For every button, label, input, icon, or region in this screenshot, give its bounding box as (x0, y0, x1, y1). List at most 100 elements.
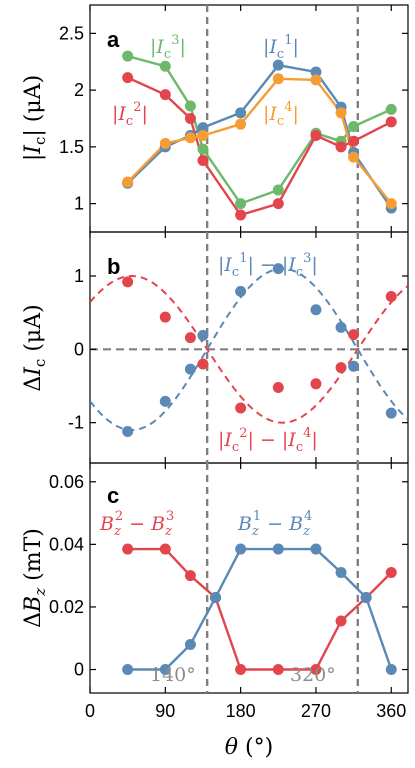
point-green-panel-a-5 (272, 184, 284, 196)
label-c-red: Bz2 − Bz3 (99, 509, 174, 539)
ylabel-a: |Ic| (μA) (21, 75, 49, 161)
label-a-red-text: |Ic2| (112, 100, 148, 129)
panel-b-plot (90, 232, 408, 463)
point-red-panel-c-9 (385, 567, 397, 579)
point-red-panel-c-4 (235, 664, 247, 676)
point-blue-panel-b-5 (272, 263, 284, 275)
point-red-panel-b-0 (122, 276, 134, 288)
point-green-panel-a-9 (385, 103, 397, 115)
point-orange-panel-a-7 (335, 107, 347, 119)
label-a-green-text: |Ic3| (150, 33, 186, 62)
point-red-panel-b-6 (310, 378, 322, 390)
ytick-label-panel-a-3: 2.5 (59, 23, 84, 43)
point-blue-panel-c-4 (235, 543, 247, 555)
ytick-label-panel-b-0: -1 (68, 413, 84, 433)
panel-b-letter: b (107, 254, 120, 279)
point-red-panel-a-9 (385, 116, 397, 128)
ytick-label-panel-c-2: 0.04 (49, 534, 84, 554)
ytick-label-panel-b-2: 1 (74, 266, 84, 286)
ytick-label-panel-c-0: 0 (74, 660, 84, 680)
label-b-red: |Ic2| − |Ic4| (218, 426, 318, 455)
point-green-panel-a-3 (197, 143, 209, 155)
point-blue-panel-b-1 (159, 395, 171, 407)
point-red-panel-a-8 (348, 135, 360, 147)
label-a-orange-text: |Ic4| (263, 100, 299, 129)
label-a-red: |Ic2| (112, 100, 148, 129)
panel-a-plot (122, 5, 397, 232)
point-blue-panel-b-3 (197, 329, 209, 341)
label-a-orange: |Ic4| (263, 100, 299, 129)
point-blue-panel-b-6 (310, 304, 322, 316)
point-red-panel-a-6 (310, 130, 322, 142)
point-blue-panel-c-2 (184, 638, 196, 650)
point-blue-panel-b-2 (184, 363, 196, 375)
point-orange-panel-a-1 (159, 137, 171, 149)
point-blue-panel-b-7 (335, 321, 347, 333)
point-orange-panel-a-3 (197, 130, 209, 142)
point-red-panel-c-2 (184, 570, 196, 582)
point-red-panel-c-7 (335, 615, 347, 627)
point-blue-panel-c-1 (159, 664, 171, 676)
point-red-panel-c-6 (310, 664, 322, 676)
panel-c-letter: c (107, 483, 119, 508)
label-b-red-text: |Ic2| − |Ic4| (218, 426, 318, 455)
xtick-label-4: 360 (376, 701, 406, 721)
point-red-panel-a-3 (197, 154, 209, 166)
ytick-label-panel-a-2: 2 (74, 80, 84, 100)
label-b-blue-text: |Ic1| − |Ic3| (218, 251, 318, 280)
label-b-blue: |Ic1| − |Ic3| (218, 251, 318, 280)
panel-a-letter: a (107, 27, 120, 52)
xtick-label-2: 180 (226, 701, 256, 721)
xtick-label-3: 270 (301, 701, 331, 721)
panel-c-plot (122, 463, 397, 693)
point-orange-panel-a-6 (310, 74, 322, 86)
angle-label-140: 140° (150, 664, 196, 686)
point-red-panel-b-7 (335, 362, 347, 374)
angle-label-320: 320° (290, 664, 336, 686)
xtick-label-0: 0 (85, 701, 95, 721)
point-blue-panel-c-5 (272, 543, 284, 555)
point-blue-panel-b-4 (235, 285, 247, 297)
point-blue-panel-c-9 (385, 664, 397, 676)
label-c-blue: Bz1 − Bz4 (237, 509, 312, 539)
point-red-panel-b-2 (184, 332, 196, 344)
point-red-panel-b-9 (385, 291, 397, 303)
series-line-red-panel-c (127, 547, 393, 671)
point-blue-panel-c-8 (360, 592, 372, 604)
label-c-red-text: Bz2 − Bz3 (99, 509, 174, 539)
label-a-blue-text: |Ic1| (263, 33, 299, 62)
point-red-panel-a-2 (184, 113, 196, 124)
series-line-red-panel-a (127, 76, 392, 217)
point-blue-panel-a-4 (235, 107, 247, 119)
point-red-panel-c-5 (272, 664, 284, 676)
point-orange-panel-a-8 (348, 151, 360, 163)
label-c-blue-text: Bz1 − Bz4 (237, 509, 312, 539)
ylabel-c: ΔBz (mT) (21, 528, 49, 628)
point-blue-panel-c-3 (210, 592, 222, 604)
fit-curve-blue-panel-b (90, 267, 408, 431)
point-red-panel-c-1 (159, 543, 171, 555)
point-red-panel-a-1 (159, 89, 171, 101)
point-green-panel-a-0 (122, 50, 134, 62)
point-orange-panel-a-2 (184, 132, 196, 144)
point-blue-panel-a-5 (272, 59, 284, 71)
point-blue-panel-b-9 (385, 407, 397, 419)
point-blue-panel-c-6 (310, 543, 322, 555)
ytick-label-panel-a-1: 1.5 (59, 137, 84, 157)
point-blue-panel-a-6 (310, 66, 322, 78)
point-orange-panel-a-9 (385, 198, 397, 210)
point-blue-panel-b-8 (348, 360, 360, 372)
point-green-panel-a-4 (235, 198, 247, 210)
ytick-label-panel-b-1: 0 (74, 339, 84, 359)
label-a-green: |Ic3| (150, 33, 186, 62)
point-blue-panel-c-7 (335, 567, 347, 579)
point-blue-panel-a-3 (197, 122, 209, 134)
point-green-panel-a-8 (348, 120, 360, 132)
panel-a-frame (89, 4, 409, 233)
point-red-panel-b-1 (159, 311, 171, 323)
point-red-panel-b-5 (272, 381, 284, 393)
point-red-panel-a-5 (272, 198, 284, 210)
ytick-label-panel-c-1: 0.02 (49, 597, 84, 617)
ylabel-c-text: ΔBz (mT) (21, 528, 49, 628)
